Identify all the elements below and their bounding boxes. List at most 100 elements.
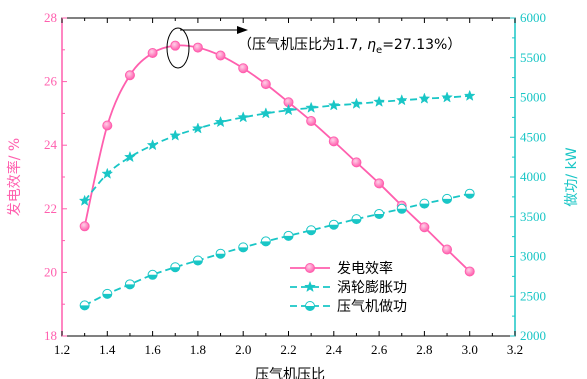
y-right-tick-label: 6000	[520, 10, 546, 25]
data-point-series-2-fill	[193, 260, 203, 265]
x-tick-label: 2.6	[371, 342, 388, 357]
x-axis-label: 压气机压比	[255, 367, 325, 379]
data-point-series-2	[170, 262, 181, 273]
data-point-series-1	[305, 101, 318, 113]
data-point-series-1	[395, 94, 408, 106]
data-point-series-2-fill	[261, 241, 271, 246]
data-point-series-1	[214, 115, 227, 128]
data-point-series-0	[442, 244, 453, 255]
data-point-series-2	[260, 236, 271, 247]
legend-label-1: 涡轮膨胀功	[337, 279, 407, 296]
data-point-series-0	[192, 42, 203, 53]
data-point-series-1	[101, 167, 114, 179]
series-line-2	[84, 192, 470, 307]
data-point-series-0	[419, 222, 430, 233]
annotation-paren-close: ）	[447, 37, 461, 53]
data-point-series-0	[147, 47, 158, 58]
data-point-series-1	[327, 99, 340, 111]
data-point-series-1	[124, 150, 136, 163]
data-point-series-2-fill	[102, 293, 112, 299]
legend-label-0: 发电效率	[337, 260, 393, 277]
legend-marker-0	[305, 263, 315, 273]
data-point-series-2	[306, 225, 317, 236]
x-tick-label: 1.2	[54, 342, 70, 357]
data-point-series-2-fill	[238, 247, 248, 252]
y-axis-left-label: 发电效率/ %	[6, 138, 23, 216]
data-point-series-2-fill	[170, 267, 180, 272]
y-left-tick-label: 20	[44, 264, 57, 279]
y-right-tick-label: 4500	[520, 129, 546, 144]
annotation-arrowhead	[237, 26, 248, 34]
y-axis-right-label: 做功/ kW	[564, 147, 580, 206]
data-point-series-2	[419, 198, 430, 209]
data-point-series-2-fill	[465, 193, 475, 199]
data-point-series-2	[396, 203, 407, 214]
data-point-series-1	[146, 138, 159, 151]
data-point-series-1	[441, 91, 453, 103]
x-tick-label: 3.0	[462, 342, 478, 357]
y-right-tick-label: 5000	[520, 90, 546, 105]
data-point-series-2	[124, 279, 135, 290]
x-tick-label: 2.8	[416, 342, 432, 357]
annotation-value: =27.13%	[382, 37, 447, 53]
data-point-series-2	[464, 188, 475, 199]
data-point-series-2	[442, 193, 453, 204]
data-point-series-1	[191, 122, 204, 134]
data-point-series-2	[79, 300, 90, 311]
series-line-0	[83, 44, 471, 273]
data-point-series-2-fill	[125, 284, 135, 289]
data-point-series-2-fill	[284, 235, 293, 241]
annotation-ellipse	[166, 27, 190, 69]
data-point-series-2-fill	[306, 230, 316, 235]
data-point-series-0	[102, 120, 113, 131]
data-point-series-2-fill	[442, 198, 452, 204]
data-point-series-0	[238, 63, 249, 74]
data-point-series-0	[124, 70, 135, 81]
data-point-series-1	[350, 97, 363, 109]
y-right-tick-label: 3000	[520, 249, 546, 264]
x-tick-label: 1.4	[99, 342, 116, 357]
data-point-series-0	[260, 79, 271, 90]
data-point-series-0	[464, 266, 475, 277]
data-point-series-2	[238, 242, 249, 253]
data-point-series-1	[78, 194, 91, 206]
data-point-series-2	[102, 288, 113, 299]
data-point-series-1	[282, 104, 295, 116]
data-point-series-0	[328, 136, 339, 147]
x-tick-label: 3.2	[507, 342, 523, 357]
y-left-tick-label: 22	[44, 201, 57, 216]
y-right-tick-label: 3500	[520, 209, 546, 224]
data-point-series-0	[79, 221, 90, 232]
legend-label-2: 压气机做功	[337, 299, 407, 315]
data-point-series-1	[169, 129, 182, 141]
x-tick-label: 1.6	[144, 342, 161, 357]
legend-marker-2-fill	[305, 306, 315, 311]
x-tick-label: 2.0	[235, 342, 251, 357]
data-point-series-2	[192, 255, 203, 266]
y-right-tick-label: 5500	[520, 50, 546, 65]
y-right-tick-label: 4000	[520, 169, 546, 184]
data-point-series-2-fill	[80, 305, 90, 310]
data-point-series-1	[373, 95, 386, 107]
data-point-series-1	[463, 89, 476, 101]
data-point-series-2-fill	[216, 253, 226, 259]
y-left-tick-label: 18	[44, 328, 57, 343]
data-point-series-2	[283, 230, 294, 241]
annotation-main: 压气机压比为1.7,	[252, 37, 367, 53]
data-point-series-2-fill	[351, 219, 361, 224]
data-point-series-0	[215, 50, 226, 61]
data-point-series-2-fill	[419, 203, 429, 209]
data-point-series-2-fill	[397, 208, 407, 214]
data-point-series-1	[237, 111, 250, 123]
data-point-series-2	[215, 248, 226, 259]
data-point-series-1	[259, 107, 272, 119]
data-point-series-2-fill	[329, 224, 339, 230]
y-right-tick-label: 2500	[520, 288, 546, 303]
y-right-tick-label: 2000	[520, 328, 546, 343]
data-point-series-1	[418, 92, 431, 104]
annotation-paren-open: （	[238, 37, 252, 53]
data-point-series-0	[306, 116, 317, 127]
data-point-series-2	[351, 214, 362, 225]
